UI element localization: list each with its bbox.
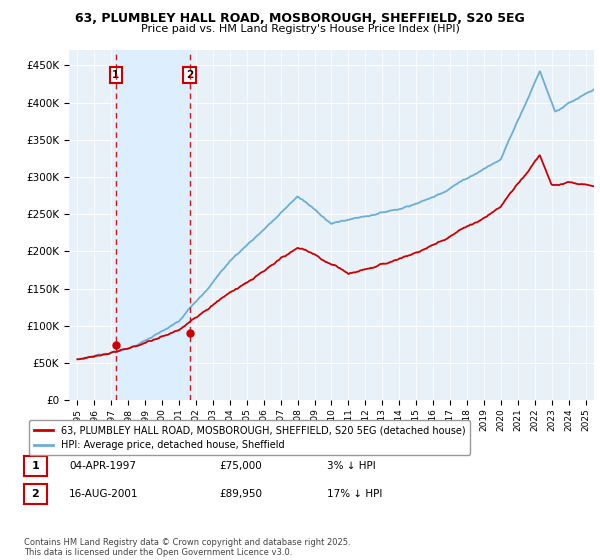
Text: 2: 2	[186, 70, 193, 80]
Text: 04-APR-1997: 04-APR-1997	[69, 461, 136, 471]
Text: 3% ↓ HPI: 3% ↓ HPI	[327, 461, 376, 471]
Text: 1: 1	[32, 461, 39, 471]
Text: 63, PLUMBLEY HALL ROAD, MOSBOROUGH, SHEFFIELD, S20 5EG: 63, PLUMBLEY HALL ROAD, MOSBOROUGH, SHEF…	[75, 12, 525, 25]
Text: 1: 1	[112, 70, 119, 80]
Legend: 63, PLUMBLEY HALL ROAD, MOSBOROUGH, SHEFFIELD, S20 5EG (detached house), HPI: Av: 63, PLUMBLEY HALL ROAD, MOSBOROUGH, SHEF…	[29, 421, 470, 455]
Text: 17% ↓ HPI: 17% ↓ HPI	[327, 489, 382, 499]
Text: Price paid vs. HM Land Registry's House Price Index (HPI): Price paid vs. HM Land Registry's House …	[140, 24, 460, 34]
Text: Contains HM Land Registry data © Crown copyright and database right 2025.
This d: Contains HM Land Registry data © Crown c…	[24, 538, 350, 557]
Text: 2: 2	[32, 489, 39, 499]
Text: 16-AUG-2001: 16-AUG-2001	[69, 489, 139, 499]
Bar	[116, 50, 190, 400]
Text: £75,000: £75,000	[219, 461, 262, 471]
Text: £89,950: £89,950	[219, 489, 262, 499]
